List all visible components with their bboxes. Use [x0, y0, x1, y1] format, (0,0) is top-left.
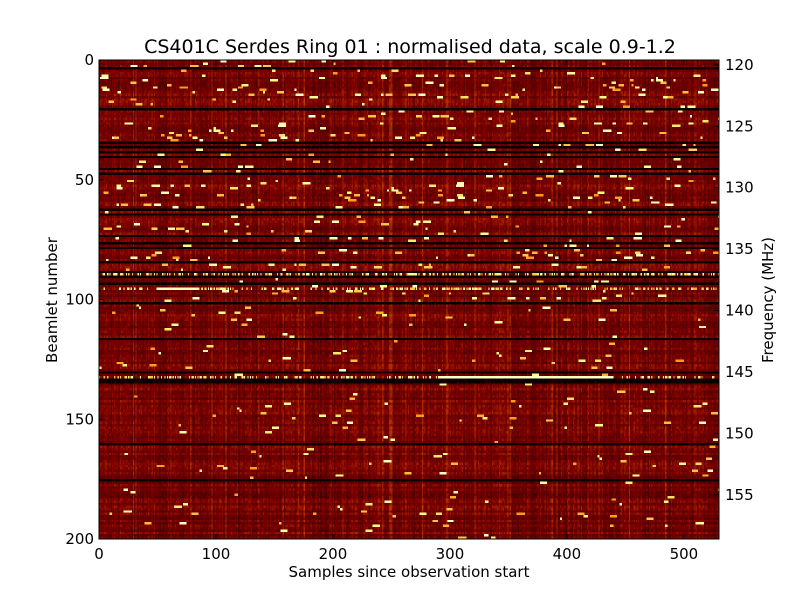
y-right-tick-label: 120 — [725, 56, 754, 74]
y-right-tick-label: 135 — [725, 240, 754, 258]
y-right-tick-label: 155 — [725, 486, 754, 504]
plot-frame — [98, 59, 720, 540]
y-tick-label: 50 — [75, 171, 94, 189]
x-tick-label: 300 — [436, 545, 465, 563]
y-right-tick-label: 140 — [725, 302, 754, 320]
x-tick-label: 200 — [319, 545, 348, 563]
x-tick-label: 0 — [94, 545, 104, 563]
y-right-tick-label: 130 — [725, 179, 754, 197]
y-right-axis-label: Frequency (MHz) — [759, 237, 777, 363]
x-tick-label: 400 — [553, 545, 582, 563]
y-tick-label: 100 — [65, 291, 94, 309]
y-tick-label: 150 — [65, 410, 94, 428]
x-axis-label: Samples since observation start — [289, 563, 530, 581]
y-right-tick-label: 150 — [725, 424, 754, 442]
y-tick-label: 0 — [84, 51, 94, 69]
x-tick-label: 500 — [670, 545, 699, 563]
chart-title: CS401C Serdes Ring 01 : normalised data,… — [144, 36, 676, 58]
heatmap-image — [99, 60, 719, 539]
y-axis-label: Beamlet number — [43, 236, 61, 363]
y-tick-label: 200 — [65, 530, 94, 548]
y-right-tick-label: 125 — [725, 117, 754, 135]
y-right-tick-label: 145 — [725, 363, 754, 381]
x-tick-label: 100 — [202, 545, 231, 563]
